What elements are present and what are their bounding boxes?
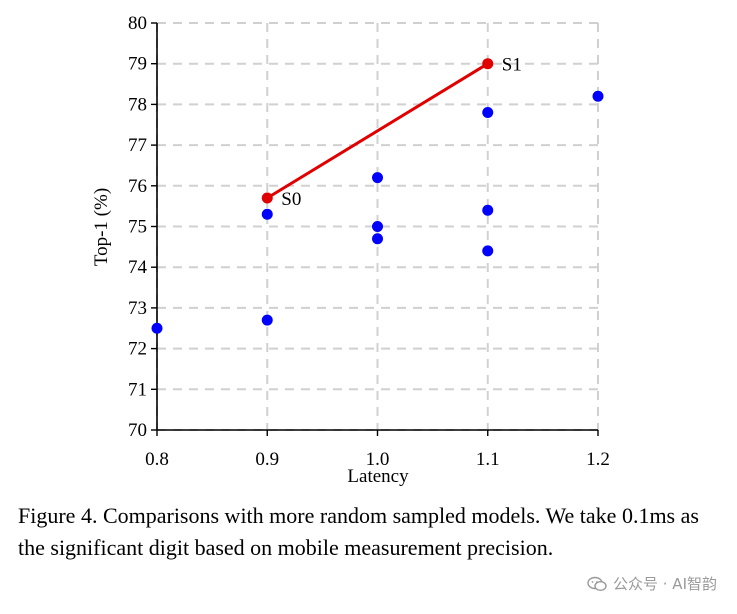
data-point — [261, 314, 273, 326]
data-point — [592, 90, 604, 102]
data-point — [372, 233, 383, 245]
data-point — [261, 192, 273, 204]
data-point — [482, 58, 494, 70]
data-point — [482, 204, 494, 216]
figure-caption: Figure 4. Comparisons with more random s… — [18, 503, 699, 560]
y-tick-label: 73 — [128, 298, 147, 319]
y-tick-label: 71 — [128, 379, 147, 400]
y-tick-label: 75 — [128, 217, 147, 238]
point-label: S1 — [502, 55, 522, 76]
data-point — [151, 322, 163, 334]
watermark: 公众号 · AI智韵 — [587, 573, 717, 594]
data-point — [261, 208, 273, 220]
wechat-icon — [587, 576, 607, 591]
x-axis-label: Latency — [347, 466, 409, 487]
y-tick-label: 77 — [128, 135, 147, 156]
watermark-text: 公众号 · AI智韵 — [613, 575, 717, 593]
data-point — [482, 107, 494, 119]
x-tick-label: 0.9 — [255, 449, 279, 470]
y-tick-label: 74 — [128, 257, 148, 278]
y-tick-label: 72 — [128, 339, 147, 360]
data-point — [372, 172, 383, 184]
y-tick-label: 76 — [128, 176, 147, 197]
x-tick-label: 1.2 — [586, 449, 610, 470]
axes — [151, 22, 599, 436]
x-tick-label: 0.8 — [145, 449, 169, 470]
tick-labels: 70 71 72 73 74 75 76 77 78 79 80 0.8 0.9 1.0 1.1 1.2 — [128, 13, 610, 470]
y-tick-label: 79 — [128, 54, 147, 75]
y-tick-label: 78 — [128, 94, 147, 115]
scatter-chart: 70 71 72 73 74 75 76 77 78 79 80 0.8 0.9 1.0 1.1 1.2 S0… — [91, 13, 610, 487]
point-label: S0 — [281, 189, 301, 210]
data-series: S0 S1 — [151, 55, 604, 334]
data-point — [482, 245, 494, 257]
data-point — [372, 221, 383, 232]
series-line — [266, 62, 489, 200]
x-tick-label: 1.1 — [476, 449, 500, 470]
y-tick-label: 70 — [128, 420, 147, 441]
y-axis-label: Top-1 (%) — [91, 188, 112, 266]
x-tick-label: 1.0 — [366, 449, 390, 470]
y-tick-label: 80 — [128, 13, 147, 34]
